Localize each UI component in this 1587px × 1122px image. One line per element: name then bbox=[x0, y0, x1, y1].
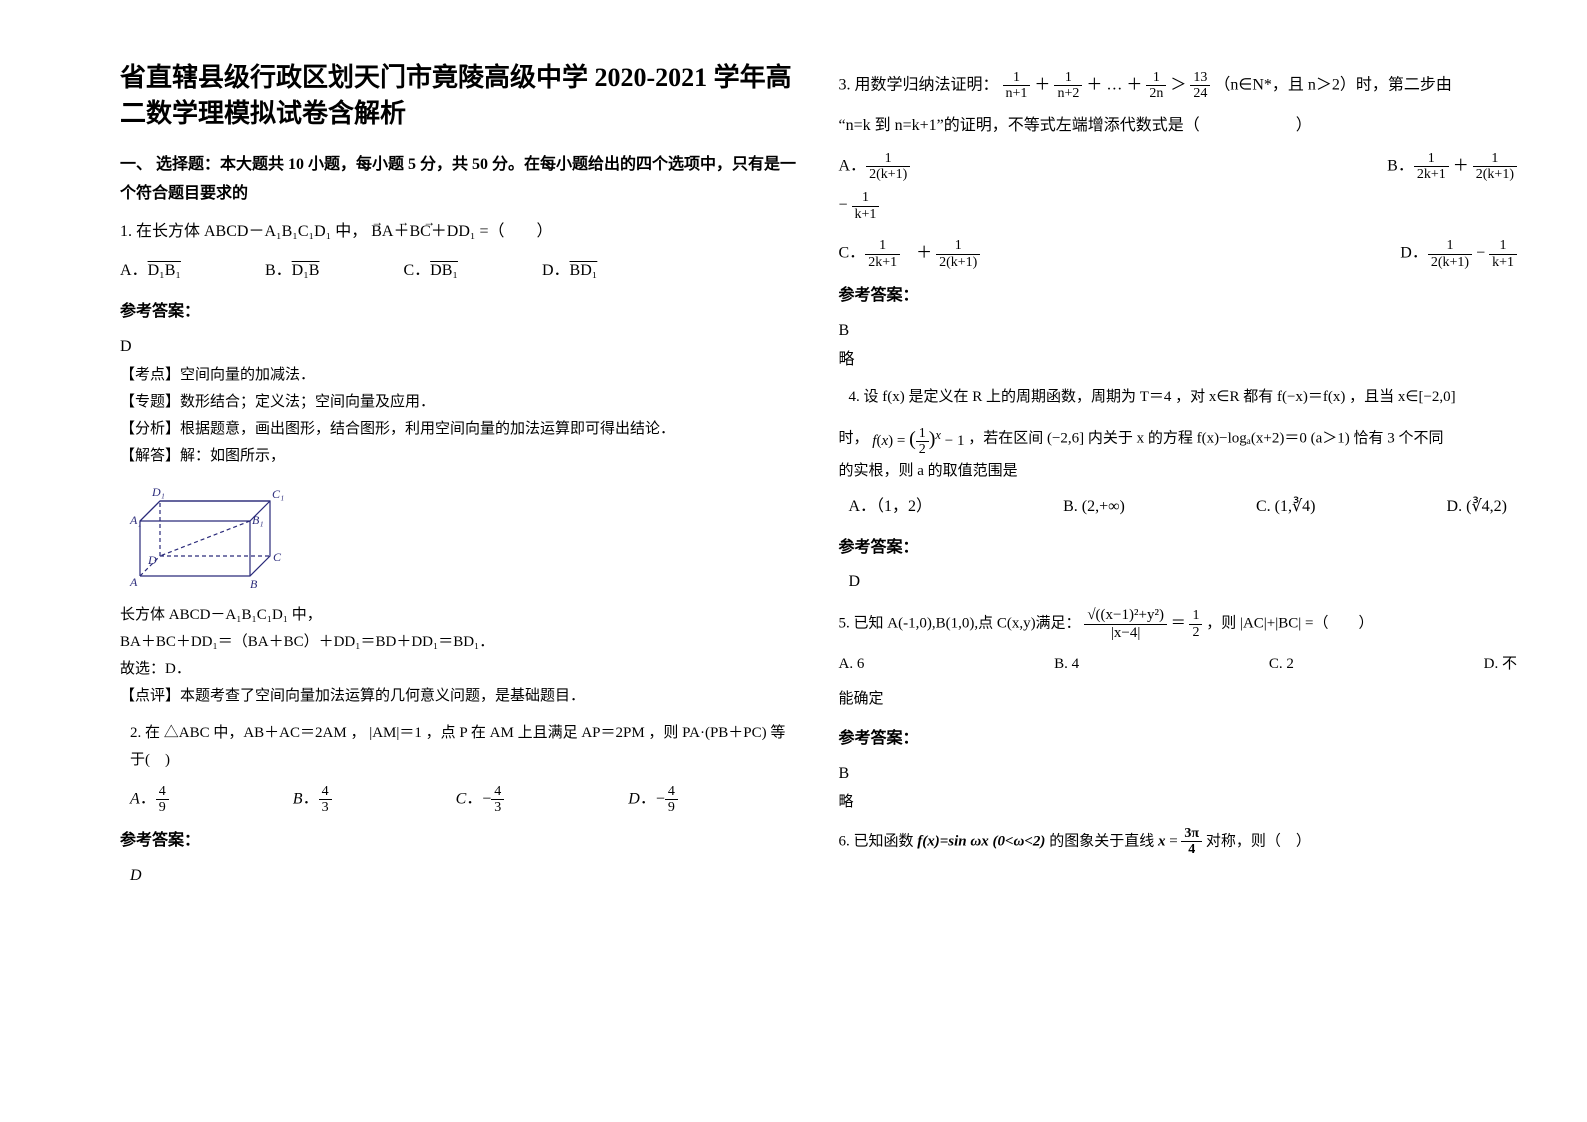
q6-mid: 的图象关于直线 bbox=[1049, 833, 1158, 849]
q1-optD: BD₁ bbox=[570, 257, 598, 286]
left-column: 省直辖县级行政区划天门市竟陵高级中学 2020-2021 学年高二数学理模拟试卷… bbox=[100, 60, 819, 1082]
q5-pre: 5. 已知 A(-1,0),B(1,0),点 C(x,y)满足： bbox=[839, 616, 1081, 632]
svg-text:D₁: D₁ bbox=[151, 485, 165, 499]
q3-ans: B bbox=[839, 317, 1518, 346]
doc-title: 省直辖县级行政区划天门市竟陵高级中学 2020-2021 学年高二数学理模拟试卷… bbox=[120, 60, 799, 133]
svg-text:B: B bbox=[250, 577, 258, 591]
q4-s2: 时， bbox=[839, 431, 869, 447]
q4-s3: ，若在区间 (−2,6] 内关于 x 的方程 f(x)−logₐ(x+2)＝0 … bbox=[968, 431, 1443, 447]
q5-optB: B. 4 bbox=[1054, 651, 1079, 678]
q1-note3: 【分析】根据题意，画出图形，结合图形，利用空间向量的加法运算即可得出结论． bbox=[120, 416, 799, 443]
q5-ans: B bbox=[839, 760, 1518, 789]
q3-tail: （n∈N*，且 n＞2）时，第二步由 bbox=[1214, 77, 1452, 94]
q2-ans: D bbox=[130, 862, 799, 891]
q4-s1: 4. 设 f(x) 是定义在 R 上的周期函数，周期为 T＝4 ，对 x∈R 都… bbox=[849, 389, 1456, 405]
q1-eqline: BA＋BC＋DD₁＝（BA＋BC）＋DD₁＝BD＋DD₁＝BD₁． bbox=[120, 629, 799, 656]
svg-text:C₁: C₁ bbox=[272, 487, 284, 501]
question-3: 3. 用数学归纳法证明： 1n+1 ＋ 1n+2 ＋ … ＋ 12n ＞ 132… bbox=[839, 70, 1518, 102]
q6-post: 对称，则（ ） bbox=[1206, 833, 1311, 849]
q5-optD: D. 不 bbox=[1484, 651, 1517, 678]
question-4: 4. 设 f(x) 是定义在 R 上的周期函数，周期为 T＝4 ，对 x∈R 都… bbox=[839, 384, 1518, 411]
q4-ans: D bbox=[849, 568, 1518, 597]
right-column: 3. 用数学归纳法证明： 1n+1 ＋ 1n+2 ＋ … ＋ 12n ＞ 132… bbox=[819, 60, 1538, 1082]
q4-line2: 时， f(x) = (12)x − 1 ，若在区间 (−2,6] 内关于 x 的… bbox=[839, 421, 1518, 457]
q1-note5: 【点评】本题考查了空间向量加法运算的几何意义问题，是基础题目． bbox=[120, 683, 799, 710]
q1-eqline-text: BA＋BC＋DD₁＝（BA＋BC）＋DD₁＝BD＋DD₁＝BD₁． bbox=[120, 634, 494, 650]
q1-ans: D bbox=[120, 333, 799, 362]
q3-stepline: “n=k 到 n=k+1”的证明，不等式左端增添代数式是（ ） bbox=[839, 112, 1518, 141]
q1-afterfig: 长方体 ABCD－A₁B₁C₁D₁ 中， bbox=[120, 602, 799, 629]
q2-choices: A．49 B．43 C．−43 D．−49 bbox=[130, 784, 799, 816]
q1-ans-label: 参考答案： bbox=[120, 298, 799, 327]
q3-stem-pre: 3. 用数学归纳法证明： bbox=[839, 77, 999, 94]
q6-fx: f(x)=sin ωx (0<ω<2) bbox=[917, 833, 1045, 849]
q5-choices: A. 6 B. 4 C. 2 D. 不 bbox=[839, 651, 1518, 678]
svg-text:A: A bbox=[129, 575, 138, 589]
q3-ans-label: 参考答案： bbox=[839, 282, 1518, 311]
q1-note4: 【解答】解：如图所示， bbox=[120, 443, 799, 470]
svg-text:C: C bbox=[273, 550, 282, 564]
q5-optA: A. 6 bbox=[839, 651, 865, 678]
svg-text:B₁: B₁ bbox=[252, 513, 264, 527]
question-6: 6. 已知函数 f(x)=sin ωx (0<ω<2) 的图象关于直线 x = … bbox=[839, 826, 1518, 858]
q5-tail: 能确定 bbox=[839, 686, 1518, 713]
q2-ans-label: 参考答案： bbox=[120, 827, 799, 856]
q3-choices-row2: C．12k+1 ＋ 12(k+1) D．12(k+1) − 1k+1 bbox=[839, 238, 1518, 270]
q5-post: ，则 |AC|+|BC| =（ ） bbox=[1206, 616, 1373, 632]
question-5: 5. 已知 A(-1,0),B(1,0),点 C(x,y)满足： √((x−1)… bbox=[839, 607, 1518, 641]
q5-optC: C. 2 bbox=[1269, 651, 1294, 678]
q4-optD: (∛4,2) bbox=[1466, 498, 1507, 515]
q3-optB-cont: − 1k+1 bbox=[839, 190, 1518, 222]
q1-stem-pre: 1. 在长方体 ABCD－A₁B₁C₁D₁ 中， bbox=[120, 223, 367, 240]
q4-s4: 的实根，则 a 的取值范围是 bbox=[839, 458, 1518, 485]
q3-choices-row1: A．12(k+1) B．12k+1 ＋ 12(k+1) bbox=[839, 151, 1518, 183]
q1-note1: 【考点】空间向量的加减法． bbox=[120, 362, 799, 389]
q1-choices: A．D₁B₁ B．D₁B C．DB₁ D．BD₁ bbox=[120, 257, 799, 286]
svg-text:A₁: A₁ bbox=[129, 513, 142, 527]
q1-optB: D₁B bbox=[292, 257, 320, 286]
q4-ans-label: 参考答案： bbox=[839, 534, 1518, 563]
q5-ans-label: 参考答案： bbox=[839, 725, 1518, 754]
q1-note2: 【专题】数形结合；定义法；空间向量及应用． bbox=[120, 389, 799, 416]
svg-text:D: D bbox=[147, 553, 157, 567]
q3-omit: 略 bbox=[839, 346, 1518, 375]
q4-choices: A．（1，2） B. (2,+∞) C. (1,∛4) D. (∛4,2) bbox=[839, 493, 1518, 522]
q4-optA: A．（1，2） bbox=[849, 493, 933, 522]
question-2: 2. 在 △ABC 中，AB＋AC＝2AM ， |AM|＝1 ，点 P 在 AM… bbox=[130, 720, 799, 774]
q1-so: 故选：D． bbox=[120, 656, 799, 683]
q4-optB: B. (2,+∞) bbox=[1063, 493, 1125, 522]
q6-pre: 6. 已知函数 bbox=[839, 833, 918, 849]
q1-optA: D₁B₁ bbox=[148, 257, 181, 286]
q2-stem: 2. 在 △ABC 中，AB＋AC＝2AM ， |AM|＝1 ，点 P 在 AM… bbox=[130, 725, 785, 768]
q4-optC: (1,∛4) bbox=[1275, 498, 1316, 515]
q1-optC: DB₁ bbox=[430, 257, 458, 286]
q1-stem-post: =（ ） bbox=[480, 223, 553, 240]
q5-omit: 略 bbox=[839, 789, 1518, 816]
section-1-heading: 一、 选择题：本大题共 10 小题，每小题 5 分，共 50 分。在每小题给出的… bbox=[120, 151, 799, 209]
q1-diagram: A₁ B₁ C₁ D₁ A B C D bbox=[120, 476, 290, 596]
question-1: 1. 在长方体 ABCD－A₁B₁C₁D₁ 中， → → → BA＋BC＋DD₁… bbox=[120, 218, 799, 247]
